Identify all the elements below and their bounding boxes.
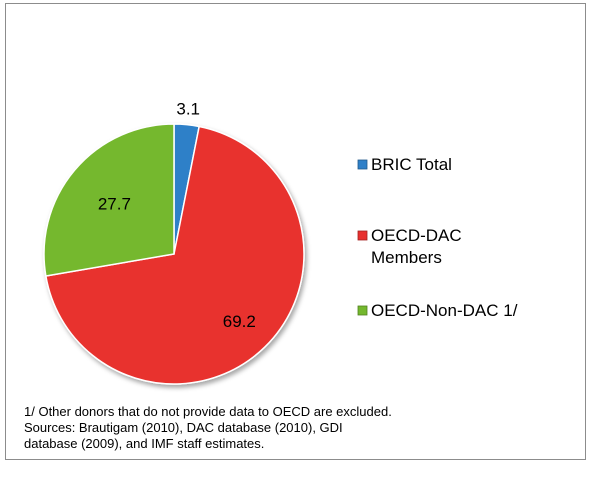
footnote-line: Sources: Brautigam (2010), DAC database … <box>24 420 343 435</box>
chart-frame: 3.1 69.2 27.7 BRIC Total OECD-DAC Members OEC… <box>5 3 586 460</box>
pie-chart: 3.169.227.7 BRIC TotalOECD-DACMembersOEC… <box>43 100 518 385</box>
pie-slice-oecd-dac-members <box>45 125 305 385</box>
legend: BRIC Total OECD-DAC Members OECD-Non-DAC 1/ <box>357 155 518 320</box>
data-label: 3.1 <box>176 100 200 119</box>
legend-swatch <box>357 159 368 170</box>
legend-label: BRIC Total <box>371 155 452 174</box>
data-labels: 3.1 69.2 27.7 <box>98 100 256 331</box>
footnote-line: database (2009), and IMF staff estimates… <box>24 436 265 451</box>
legend-label: Members <box>371 248 442 267</box>
legend-label: OECD-Non-DAC 1/ <box>371 301 518 320</box>
legend-swatch <box>357 305 368 316</box>
pie-slice-oecd-non-dac-1 <box>43 123 175 277</box>
data-label: 69.2 <box>223 312 256 331</box>
legend-swatch <box>357 230 368 241</box>
data-label: 27.7 <box>98 195 131 214</box>
footnote: 1/ Other donors that do not provide data… <box>24 404 584 452</box>
pie-slices <box>43 123 305 385</box>
legend-entry: OECD-Non-DAC 1/ <box>357 301 518 320</box>
legend-entry: BRIC Total <box>357 155 452 174</box>
legend-entry: OECD-DAC Members <box>357 226 462 267</box>
footnote-line: 1/ Other donors that do not provide data… <box>24 404 392 419</box>
legend-label: OECD-DAC <box>371 226 462 245</box>
